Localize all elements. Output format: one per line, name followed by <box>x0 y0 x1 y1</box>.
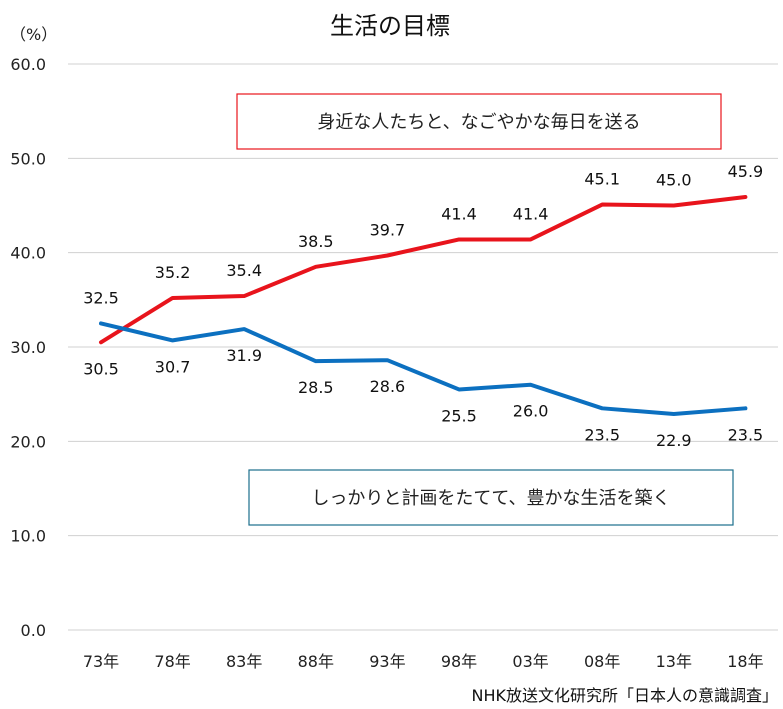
x-tick-label: 83年 <box>226 652 262 671</box>
x-axis-ticks: 73年 78年 83年 88年 93年 98年 03年 08年 13年 18年 <box>83 652 764 671</box>
data-label: 35.2 <box>155 263 191 282</box>
data-label: 41.4 <box>441 204 477 223</box>
data-label: 45.1 <box>584 170 620 189</box>
chart-title: 生活の目標 <box>330 12 450 40</box>
legend-blue-label: しっかりと計画をたてて、豊かな生活を築く <box>311 488 670 509</box>
data-label: 39.7 <box>370 220 406 239</box>
legend-red-box <box>236 93 722 150</box>
data-label: 30.7 <box>155 357 191 376</box>
data-label: 30.5 <box>83 359 119 378</box>
y-tick-label: 20.0 <box>10 432 46 451</box>
y-tick-label: 60.0 <box>10 55 46 74</box>
series-line-red <box>99 195 748 345</box>
data-label: 31.9 <box>226 346 262 365</box>
series-line-blue <box>99 321 748 416</box>
legend-red: 身近な人たちと、なごやかな毎日を送る <box>236 93 722 150</box>
x-tick-label: 08年 <box>584 652 620 671</box>
data-label: 45.0 <box>656 171 692 190</box>
data-label: 22.9 <box>656 431 692 450</box>
legend-blue: しっかりと計画をたてて、豊かな生活を築く <box>248 469 734 526</box>
y-tick-label: 40.0 <box>10 244 46 263</box>
gridlines <box>68 63 778 631</box>
y-tick-label: 10.0 <box>10 527 46 546</box>
x-tick-label: 93年 <box>369 652 405 671</box>
data-label: 38.5 <box>298 232 334 251</box>
y-tick-label: 50.0 <box>10 149 46 168</box>
data-label: 23.5 <box>728 425 764 444</box>
data-label: 45.9 <box>728 162 764 181</box>
x-tick-label: 73年 <box>83 652 119 671</box>
data-label: 41.4 <box>513 204 549 223</box>
x-tick-label: 98年 <box>441 652 477 671</box>
y-axis-ticks: 0.0 10.0 20.0 30.0 40.0 50.0 60.0 <box>10 55 46 640</box>
data-label: 35.4 <box>226 261 262 280</box>
data-label: 28.5 <box>298 378 334 397</box>
y-tick-label: 0.0 <box>21 621 46 640</box>
x-tick-label: 03年 <box>512 652 548 671</box>
x-tick-label: 78年 <box>154 652 190 671</box>
y-tick-label: 30.0 <box>10 338 46 357</box>
data-labels: 30.5 35.2 35.4 38.5 39.7 41.4 41.4 45.1 45.0 45.9… <box>83 162 763 450</box>
data-label: 25.5 <box>441 406 477 425</box>
legend-blue-box <box>248 469 734 526</box>
series-lines <box>99 195 748 416</box>
data-label: 23.5 <box>584 425 620 444</box>
data-label: 26.0 <box>513 402 549 421</box>
x-tick-label: 18年 <box>727 652 763 671</box>
data-label: 28.6 <box>370 377 406 396</box>
x-tick-label: 13年 <box>656 652 692 671</box>
x-tick-label: 88年 <box>298 652 334 671</box>
source-note: NHK放送文化研究所「日本人の意識調査」 <box>472 686 779 705</box>
y-axis-unit-label: （%） <box>10 25 57 44</box>
legend-red-label: 身近な人たちと、なごやかな毎日を送る <box>317 112 640 133</box>
data-label: 32.5 <box>83 288 119 307</box>
